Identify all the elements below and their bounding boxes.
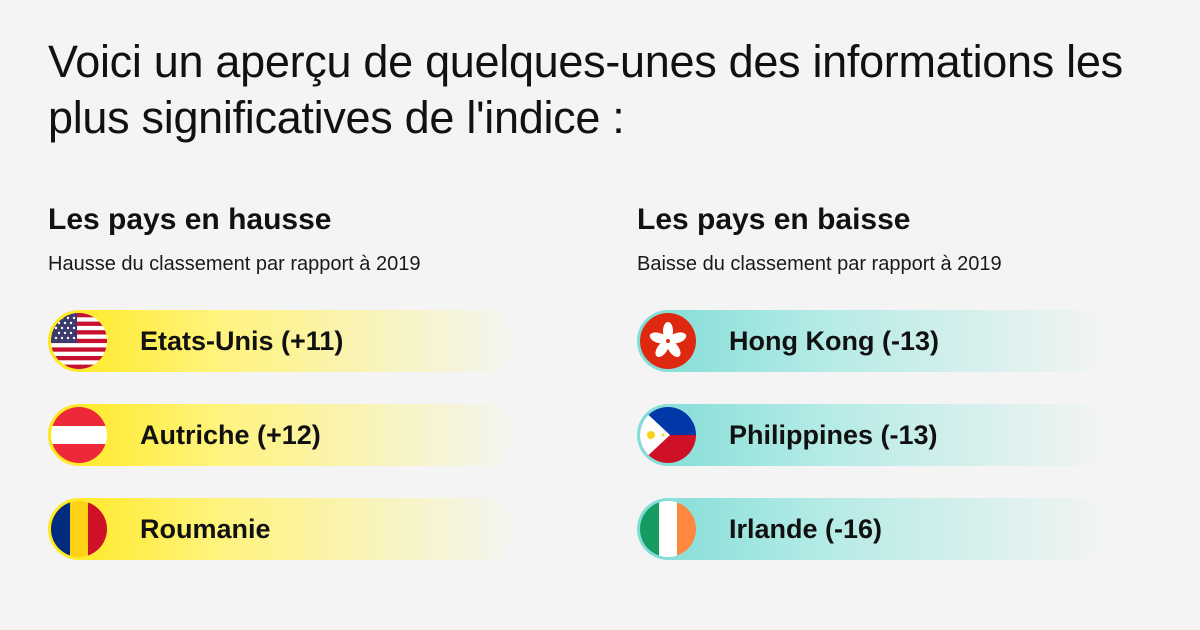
ireland-flag-icon bbox=[640, 501, 696, 557]
country-label: Roumanie bbox=[140, 513, 271, 544]
list-item-romania: Roumanie bbox=[48, 498, 518, 560]
rising-subtitle: Hausse du classement par rapport à 2019 bbox=[48, 253, 421, 275]
list-item-austria: Autriche (+12) bbox=[48, 404, 518, 466]
list-item-philippines: Philippines (-13) bbox=[637, 404, 1107, 466]
usa-flag-icon bbox=[51, 313, 107, 369]
country-label: Autriche (+12) bbox=[140, 419, 321, 450]
list-item-usa: Etats-Unis (+11) bbox=[48, 310, 518, 372]
headline: Voici un aperçu de quelques-unes des inf… bbox=[48, 36, 1123, 143]
country-label: Etats-Unis (+11) bbox=[140, 325, 344, 356]
falling-title: Les pays en baisse bbox=[637, 203, 911, 236]
list-item-hong-kong: Hong Kong (-13) bbox=[637, 310, 1107, 372]
austria-flag-icon bbox=[51, 407, 107, 463]
philippines-flag-icon bbox=[640, 407, 696, 463]
country-label: Irlande (-16) bbox=[729, 513, 883, 544]
list-item-ireland: Irlande (-16) bbox=[637, 498, 1107, 560]
falling-subtitle: Baisse du classement par rapport à 2019 bbox=[637, 253, 1002, 275]
romania-flag-icon bbox=[51, 501, 107, 557]
rising-title: Les pays en hausse bbox=[48, 203, 332, 236]
hong-kong-flag-icon bbox=[640, 313, 696, 369]
country-label: Philippines (-13) bbox=[729, 419, 938, 450]
rising-countries-section: Les pays en hausse Hausse du classement … bbox=[48, 200, 568, 560]
country-label: Hong Kong (-13) bbox=[729, 325, 939, 356]
falling-countries-section: Les pays en baisse Baisse du classement … bbox=[637, 200, 1157, 560]
